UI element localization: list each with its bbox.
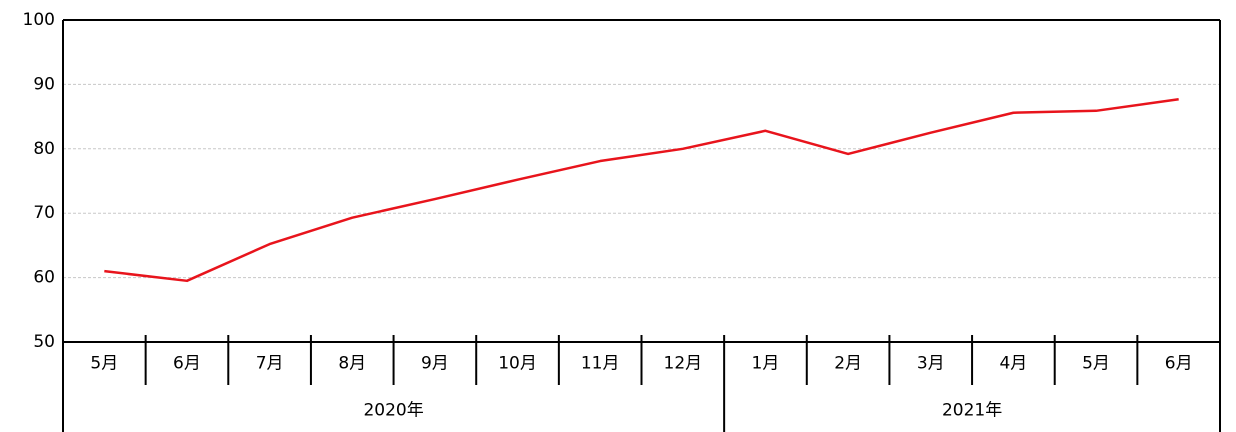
y-tick-label: 60 [33,268,55,288]
y-tick-label: 100 [23,10,55,30]
x-tick-label: 2月 [834,354,862,374]
group-label: 2021年 [942,401,1002,421]
x-tick-label: 6月 [1165,354,1193,374]
x-tick-label: 8月 [338,354,366,374]
line-series [104,97,1179,283]
x-tick-label: 12月 [664,354,703,374]
x-tick-label: 4月 [999,354,1027,374]
x-tick-label: 11月 [581,354,620,374]
x-tick-label: 7月 [256,354,284,374]
x-tick-label: 9月 [421,354,449,374]
y-tick-label: 50 [33,332,55,352]
x-tick-label: 5月 [90,354,118,374]
x-tick-label: 1月 [752,354,780,374]
y-tick-label: 70 [33,203,55,223]
group-label: 2020年 [363,401,423,421]
x-tick-label: 5月 [1082,354,1110,374]
y-tick-label: 80 [33,139,55,159]
x-tick-label: 6月 [173,354,201,374]
x-tick-label: 10月 [498,354,537,374]
x-tick-label: 3月 [917,354,945,374]
y-tick-label: 90 [33,74,55,94]
